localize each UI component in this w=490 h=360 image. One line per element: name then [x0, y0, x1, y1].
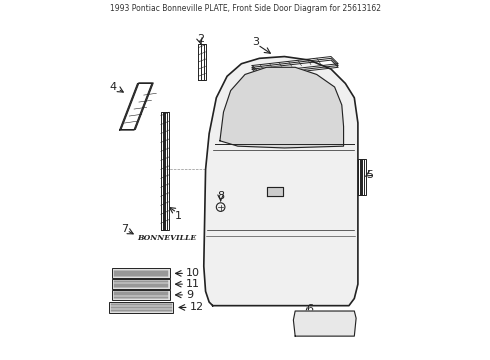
Text: 1: 1	[175, 211, 182, 221]
Polygon shape	[220, 67, 343, 148]
Polygon shape	[294, 311, 356, 336]
Text: 2: 2	[196, 33, 204, 44]
Text: 12: 12	[190, 302, 203, 312]
Text: 6: 6	[306, 304, 313, 314]
Bar	[112, 268, 170, 278]
Text: 3: 3	[252, 37, 259, 47]
Text: 4: 4	[110, 82, 117, 92]
Text: 11: 11	[186, 279, 200, 289]
Bar	[109, 302, 173, 313]
Bar	[112, 290, 170, 300]
Text: 10: 10	[186, 269, 200, 278]
Title: 1993 Pontiac Bonneville PLATE, Front Side Door Diagram for 25613162: 1993 Pontiac Bonneville PLATE, Front Sid…	[109, 4, 381, 13]
Text: 8: 8	[217, 191, 224, 201]
Text: 5: 5	[366, 170, 373, 180]
Polygon shape	[267, 187, 283, 196]
Bar	[112, 279, 170, 289]
Text: BONNEVILLE: BONNEVILLE	[138, 234, 196, 242]
Text: 7: 7	[122, 224, 128, 234]
Text: 9: 9	[186, 290, 193, 300]
Polygon shape	[204, 57, 358, 306]
